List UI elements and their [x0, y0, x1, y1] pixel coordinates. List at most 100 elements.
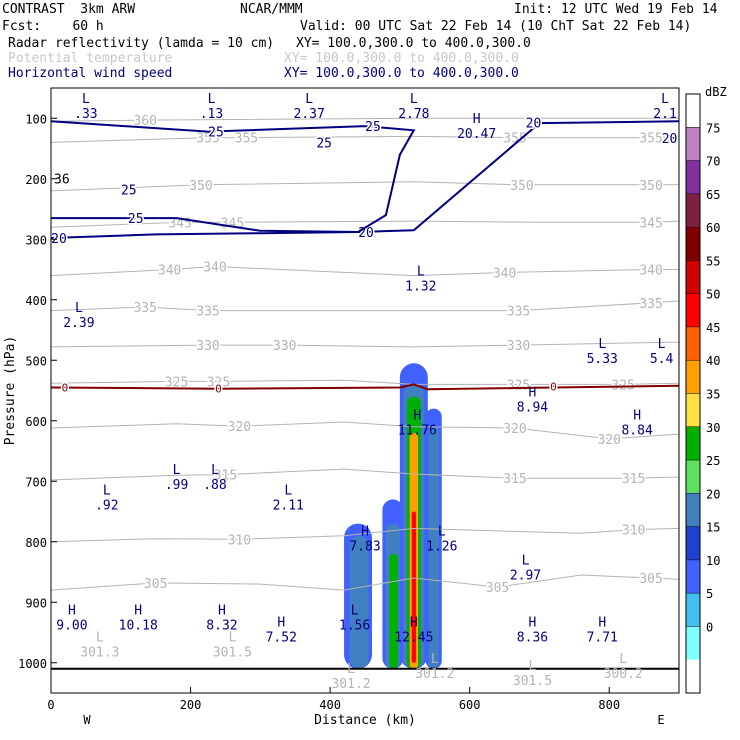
- theta-contour-315: [51, 468, 679, 481]
- field1-xy: XY= 100.0,300.0 to 400.0,300.0: [296, 36, 531, 51]
- colorbar-unit: dBZ: [705, 85, 727, 99]
- theta-contour-360: [51, 117, 679, 122]
- extremum-value-17: 7.83: [349, 540, 380, 555]
- y-tick-label-200: 200: [25, 173, 47, 187]
- extremum-L-6: L: [417, 265, 425, 280]
- colorbar-segment-14: [686, 559, 700, 594]
- extremum-L-33: L: [619, 652, 627, 667]
- y-tick-label-100: 100: [25, 112, 47, 126]
- colorbar-segment-2: [686, 160, 700, 194]
- colorbar-segment-1: [686, 127, 700, 161]
- extremum-value-14: .88: [203, 478, 226, 493]
- theta-label-335-1: 335: [196, 305, 219, 320]
- colorbar-segment-8: [686, 360, 700, 394]
- extremum-value-6: 1.32: [405, 280, 436, 295]
- extremum-H-5: H: [473, 112, 481, 127]
- extremum-L-0: L: [82, 92, 90, 107]
- x-tick-label-600: 600: [459, 698, 481, 712]
- reflectivity-cell-11: [428, 426, 439, 669]
- wind-label-25-2: 25: [121, 184, 137, 199]
- extremum-value-22: 8.32: [206, 618, 237, 633]
- colorbar-label-50: 50: [706, 288, 720, 302]
- header-org: NCAR/MMM: [240, 2, 303, 17]
- extremum-value-25: 12.45: [394, 630, 433, 645]
- colorbar-label-15: 15: [706, 521, 720, 535]
- extremum-value-10: 8.94: [517, 401, 548, 416]
- theta-label-340-3: 340: [639, 264, 662, 279]
- theta-label-305-0: 305: [144, 577, 167, 592]
- theta-contour-340: [51, 265, 679, 277]
- theta-label-355-1: 355: [235, 132, 258, 147]
- x-tick-label-400: 400: [319, 698, 341, 712]
- wind-label-25-1: 25: [365, 120, 381, 135]
- theta-label-355-2: 355: [503, 132, 526, 147]
- y-tick-label-500: 500: [25, 354, 47, 368]
- extremum-value-4: 2.1: [653, 107, 676, 122]
- theta-label-320-2: 320: [597, 433, 620, 448]
- theta-contour-305: [51, 574, 679, 591]
- extremum-L-19: L: [522, 554, 530, 569]
- theta-label-325-2: 325: [507, 378, 530, 393]
- theta-label-335-0: 335: [133, 301, 156, 316]
- extremum-L-24: L: [351, 603, 359, 618]
- extremum-value-29: 301.5: [213, 646, 252, 661]
- colorbar-segment-17: [686, 659, 700, 693]
- theta-label-340-0: 340: [158, 264, 181, 279]
- colorbar-label-40: 40: [706, 354, 720, 368]
- extremum-value-3: 2.78: [398, 107, 429, 122]
- y-tick-label-800: 800: [25, 536, 47, 550]
- colorbar-label-25: 25: [706, 454, 720, 468]
- field1-name: Radar reflectivity (lamda = 10 cm): [8, 36, 275, 51]
- colorbar-label-70: 70: [706, 155, 720, 169]
- field2-xy: XY= 100.0,300.0 to 400.0,300.0: [284, 51, 519, 66]
- theta-contour-350: [51, 181, 679, 192]
- plot-frame: [50, 87, 680, 694]
- reflectivity-cell-9: [411, 511, 416, 663]
- theta-label-345-1: 345: [221, 216, 244, 231]
- colorbar-segment-4: [686, 227, 700, 261]
- zero-contour: [51, 383, 679, 391]
- colorbar-segment-9: [686, 393, 700, 427]
- theta-label-305-1: 305: [486, 581, 509, 596]
- theta-label-330-1: 330: [273, 339, 296, 354]
- extremum-value-12: 8.84: [621, 424, 652, 439]
- zero-label-1: 0: [215, 383, 222, 396]
- theta-label-305-2: 305: [639, 572, 662, 587]
- theta-contour-335: [51, 300, 679, 312]
- theta-label-355-3: 355: [639, 132, 662, 147]
- colorbar-segment-13: [686, 526, 700, 560]
- theta-label-310-1: 310: [622, 524, 645, 539]
- theta-label-350-2: 350: [639, 179, 662, 194]
- y-axis-label: Pressure (hPa): [3, 336, 18, 446]
- colorbar-segment-16: [686, 626, 700, 660]
- extremum-L-31: L: [347, 662, 355, 677]
- x-tick-label-0: 0: [47, 698, 54, 712]
- colorbar-label-20: 20: [706, 487, 720, 501]
- y-tick-label-400: 400: [25, 294, 47, 308]
- extremum-L-32: L: [529, 659, 537, 674]
- colorbar-segment-3: [686, 193, 700, 228]
- theta-label-330-0: 330: [196, 339, 219, 354]
- y-tick-label-900: 900: [25, 596, 47, 610]
- extremum-value-8: 5.33: [587, 352, 618, 367]
- extremum-L-13: L: [173, 463, 181, 478]
- wind-label-25-0: 25: [208, 126, 224, 141]
- theta-contour-320: [51, 421, 679, 440]
- extremum-value-7: 2.39: [63, 316, 94, 331]
- colorbar-segment-5: [686, 260, 700, 294]
- extremum-L-15: L: [103, 484, 111, 499]
- colorbar-label-0: 0: [706, 620, 713, 634]
- theta-contour-355: [51, 135, 679, 143]
- theta-left-label: 36: [54, 173, 70, 188]
- theta-contour-310: [51, 527, 679, 543]
- header-fcst: Fcst: 60 h: [2, 19, 104, 34]
- extremum-value-16: 2.11: [273, 499, 304, 514]
- extremum-value-23: 7.52: [266, 630, 297, 645]
- theta-label-330-2: 330: [507, 339, 530, 354]
- extremum-value-30: 301.2: [415, 667, 454, 682]
- theta-contour-330: [51, 341, 679, 348]
- extremum-L-16: L: [284, 484, 292, 499]
- extremum-value-13: .99: [165, 478, 188, 493]
- extremum-L-8: L: [598, 337, 606, 352]
- extremum-L-14: L: [211, 463, 219, 478]
